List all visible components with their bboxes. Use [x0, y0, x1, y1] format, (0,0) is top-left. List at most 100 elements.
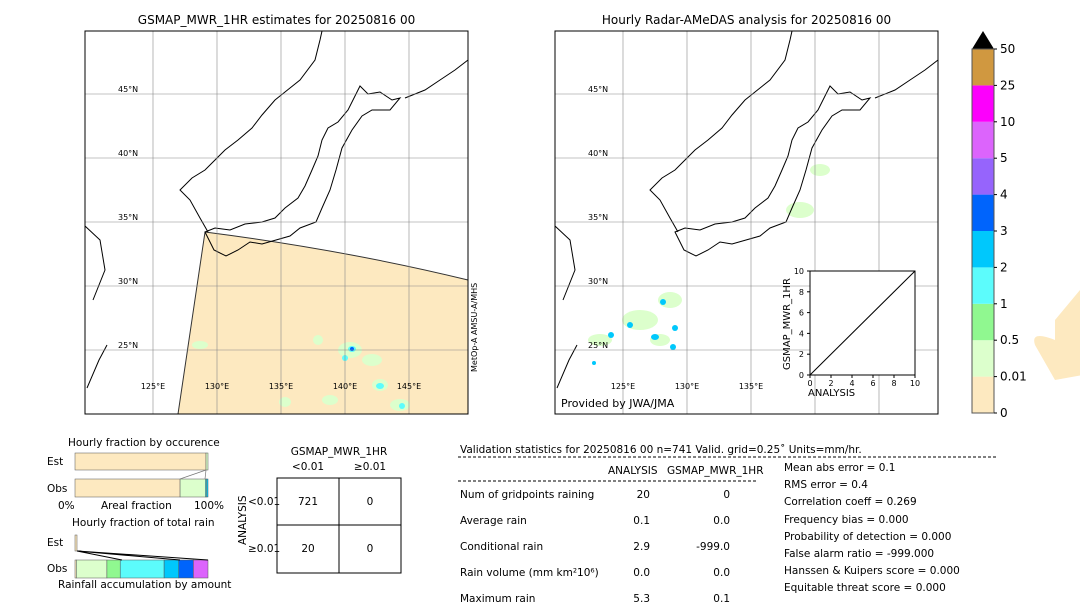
fraction-bar-segment	[119, 559, 165, 579]
connector-lines	[179, 469, 207, 480]
rain-area	[608, 332, 614, 338]
fraction-bar-segment	[193, 559, 209, 579]
coastline	[84, 225, 106, 301]
rain-est-label: Est	[47, 537, 64, 549]
rain-area	[362, 354, 382, 366]
ct-row-0: <0.01	[248, 496, 281, 508]
occ-est-label: Est	[47, 456, 64, 468]
val-row-analysis: 0.1	[633, 515, 650, 527]
val-col-gsmap: GSMAP_MWR_1HR	[667, 465, 764, 477]
lon-label: 125°E	[611, 382, 635, 391]
ct-title: GSMAP_MWR_1HR	[290, 446, 388, 458]
colorbar-label: 0	[1000, 406, 1008, 420]
rain-area	[322, 395, 338, 405]
fraction-bar-segment	[74, 534, 78, 552]
val-row-gsmap: 0.1	[713, 593, 730, 605]
coastline	[404, 59, 469, 99]
colorbar-segment	[972, 303, 994, 341]
colorbar-label: 3	[1000, 224, 1008, 238]
lon-label: 130°E	[205, 382, 229, 391]
y-tick-label: 4	[799, 329, 804, 338]
score: Correlation coeff = 0.269	[784, 496, 917, 509]
lon-label: 135°E	[739, 382, 763, 391]
val-row-label: Num of gridpoints raining	[460, 489, 595, 501]
colorbar-label: 50	[1000, 42, 1015, 56]
rain-area	[592, 361, 596, 365]
left-map	[84, 30, 469, 415]
val-row-label: Rain volume (mm km²10⁶)	[460, 567, 599, 579]
x-tick-label: 8	[891, 379, 896, 388]
x-tick-label: 4	[849, 379, 854, 388]
x-tick-label: 6	[870, 379, 875, 388]
ct-col-1: ≥0.01	[353, 461, 387, 473]
rain-area	[313, 335, 323, 345]
val-row-label: Average rain	[460, 515, 527, 527]
left-map-frame	[84, 30, 469, 415]
colorbar-segment	[972, 121, 994, 159]
lat-label: 40°N	[118, 149, 138, 158]
occ-tick-0: 0%	[58, 500, 75, 512]
connector-lines	[76, 550, 209, 561]
colorbar-segment	[972, 231, 994, 268]
coastline	[179, 30, 323, 233]
fraction-bar-segment	[74, 478, 181, 498]
coastline	[874, 59, 939, 99]
colorbar-segment	[972, 194, 994, 231]
fraction-bar-segment	[179, 478, 206, 498]
rain-area	[786, 202, 814, 218]
lat-label: 35°N	[118, 213, 138, 222]
colorbar-segment	[972, 340, 994, 377]
validation-header: Validation statistics for 20250816 00 n=…	[460, 444, 862, 456]
colorbar-label: 5	[1000, 151, 1008, 165]
fraction-bar-segment	[206, 478, 209, 498]
occurrence-title: Hourly fraction by occurence	[68, 437, 220, 449]
fraction-bar-segment	[205, 452, 209, 471]
coastline	[674, 85, 872, 257]
colorbar-segment	[972, 376, 994, 413]
coastline	[649, 30, 793, 233]
colorbar-label: 0.01	[1000, 370, 1027, 384]
rain-area	[672, 325, 678, 331]
ct-cell: 0	[366, 496, 374, 508]
radar-coverage	[1034, 290, 1080, 380]
rain-obs-label: Obs	[47, 563, 68, 575]
lat-label: 25°N	[588, 341, 608, 350]
val-row-gsmap: 0.0	[713, 515, 730, 527]
lat-label: 25°N	[118, 341, 138, 350]
y-tick-label: 2	[799, 350, 804, 359]
lon-label: 145°E	[397, 382, 421, 391]
colorbar-label: 0.5	[1000, 333, 1019, 347]
rain-xlabel: Rainfall accumulation by amount	[58, 579, 232, 591]
val-row-gsmap: 0.0	[713, 567, 730, 579]
colorbar-segment	[972, 267, 994, 304]
lat-label: 45°N	[588, 85, 608, 94]
rain-area	[399, 403, 405, 409]
score: Mean abs error = 0.1	[784, 462, 896, 474]
x-tick-label: 10	[910, 379, 920, 388]
fraction-bar-segment	[74, 452, 207, 471]
scatter-diagonal	[809, 270, 916, 376]
colorbar-label: 25	[1000, 78, 1015, 92]
occ-xlabel: Areal fraction	[101, 500, 172, 512]
colorbar-label: 2	[1000, 260, 1008, 274]
x-tick-label: 2	[828, 379, 833, 388]
credit: Provided by JWA/JMA	[561, 397, 675, 410]
right-map	[554, 30, 1080, 415]
ct-cell: 721	[297, 496, 319, 508]
left-map-title: GSMAP_MWR_1HR estimates for 20250816 00	[137, 13, 416, 27]
fraction-bar-segment	[76, 559, 108, 579]
lat-label: 40°N	[588, 149, 608, 158]
occ-obs-label: Obs	[47, 483, 68, 495]
coastline	[204, 85, 402, 257]
ct-col-0: <0.01	[291, 461, 325, 473]
colorbar-segment	[972, 158, 994, 195]
rain-area	[651, 334, 659, 340]
val-row-gsmap: -999.0	[696, 541, 730, 553]
score: Equitable threat score = 0.000	[784, 582, 946, 595]
val-row-analysis: 20	[636, 489, 650, 501]
colorbar-label: 4	[1000, 188, 1008, 202]
ct-cell: 20	[301, 543, 315, 555]
fraction-bar-segment	[163, 559, 179, 579]
